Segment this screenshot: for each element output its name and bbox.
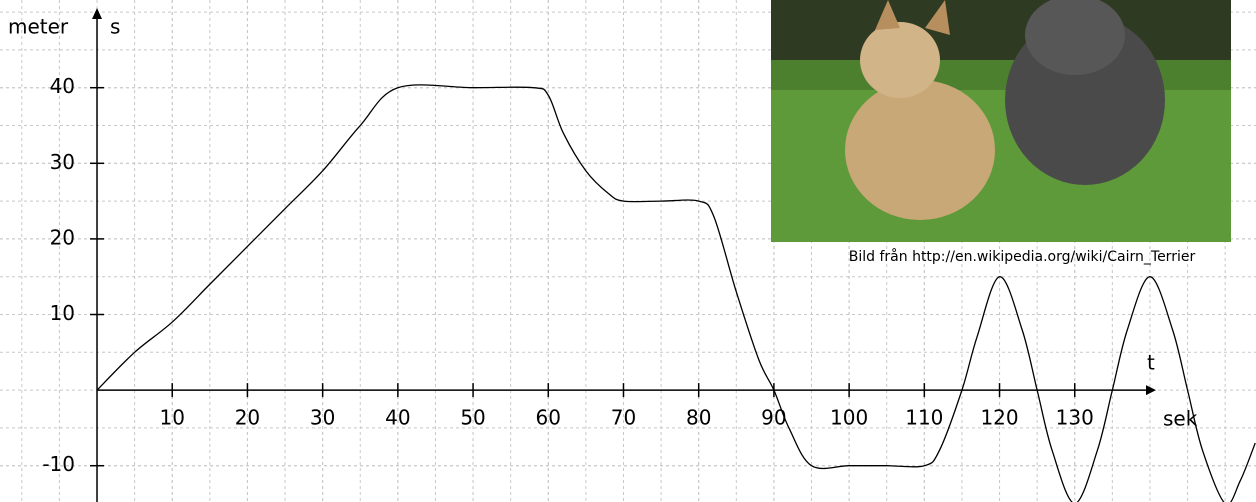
x-label: t	[1147, 351, 1155, 375]
x-axis-arrow	[1146, 385, 1156, 396]
x-tick-label: 120	[980, 406, 1018, 430]
x-tick-label: 130	[1056, 406, 1094, 430]
x-tick-label: 80	[686, 406, 711, 430]
x-tick-label: 60	[536, 406, 561, 430]
x-tick-label: 100	[830, 406, 868, 430]
y-tick-label: 20	[50, 225, 75, 249]
x-tick-label: 110	[905, 406, 943, 430]
x-tick-label: 10	[160, 406, 185, 430]
x-tick-label: 90	[761, 406, 786, 430]
x-tick-label: 30	[310, 406, 335, 430]
x-tick-label: 50	[460, 406, 485, 430]
y-unit: meter	[8, 15, 69, 39]
photo-caption: Bild från http://en.wikipedia.org/wiki/C…	[849, 248, 1196, 265]
y-tick-label: 40	[50, 74, 75, 98]
y-tick-label: 30	[50, 150, 75, 174]
photo	[771, 0, 1231, 242]
y-axis-arrow	[92, 8, 103, 19]
y-tick-label: -10	[42, 452, 75, 476]
x-tick-label: 20	[235, 406, 260, 430]
x-tick-label: 70	[611, 406, 636, 430]
y-tick-label: 10	[50, 301, 75, 325]
axes: 10 20 30 40 50 60 70 80 90 100 110 120 130 -10 10 20 30 4…	[42, 8, 1156, 502]
x-tick-label: 40	[385, 406, 410, 430]
data-line	[96, 84, 1256, 502]
y-label: s	[110, 15, 120, 39]
